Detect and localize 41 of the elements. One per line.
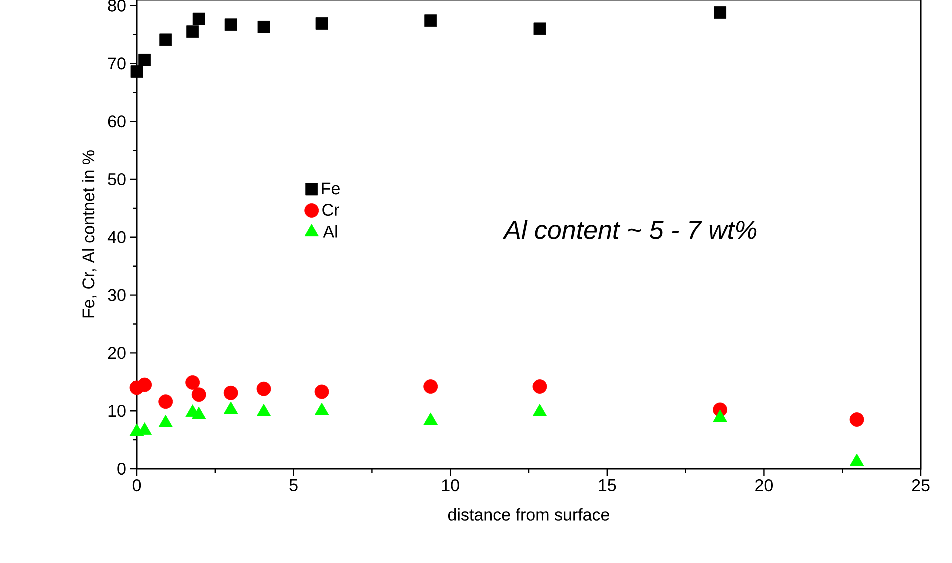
y-tick-label: 40 (108, 231, 126, 244)
point (192, 406, 206, 420)
point (138, 54, 152, 66)
point (424, 412, 438, 426)
point (158, 415, 173, 428)
x-tick-label: 20 (756, 480, 773, 492)
point (258, 21, 270, 34)
point (224, 18, 238, 32)
point (256, 404, 272, 416)
point (224, 402, 238, 414)
y-axis-title: Fe, Cr, Al contnet in % (82, 150, 97, 318)
x-tick-label: 10 (442, 480, 460, 492)
point (192, 12, 206, 26)
x-tick-label: 5 (290, 480, 298, 492)
annotation: Al content ~ 5 - 7 wt% (502, 220, 757, 240)
legend-label: Cr (322, 204, 340, 216)
x-tick-label: 0 (132, 480, 142, 492)
point (532, 404, 548, 416)
y-tick-label: 20 (108, 347, 126, 360)
x-tick-label: 25 (912, 480, 930, 492)
point (186, 26, 200, 38)
point (160, 34, 172, 46)
x-tick-label: 15 (599, 480, 616, 492)
point (130, 66, 144, 78)
y-tick-label: 60 (108, 116, 126, 128)
point (316, 18, 328, 30)
legend-label: Fe (322, 182, 340, 195)
point (534, 22, 546, 36)
y-tick-label: 80 (108, 0, 126, 12)
point (424, 14, 438, 28)
y-tick-label: 50 (108, 173, 126, 186)
point (713, 410, 728, 422)
point (850, 454, 864, 466)
y-tick-label: 10 (108, 405, 126, 418)
point (714, 6, 727, 19)
point (314, 402, 330, 416)
y-tick-label: 0 (118, 462, 126, 476)
legend-label: Al (323, 225, 338, 238)
y-tick-label: 70 (108, 58, 126, 70)
x-axis-title: distance from surface (448, 508, 610, 521)
y-tick-label: 30 (108, 289, 126, 302)
